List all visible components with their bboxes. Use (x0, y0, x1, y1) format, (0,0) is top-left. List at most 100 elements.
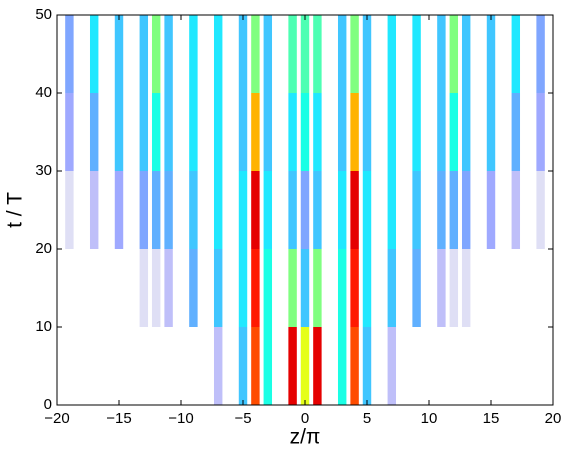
heat-cell (362, 15, 372, 93)
heat-cell (114, 15, 124, 93)
x-tick-label: −20 (44, 410, 69, 427)
heat-cell (362, 93, 372, 171)
heat-cell (115, 249, 123, 327)
heat-cell (140, 327, 148, 405)
heat-cell (449, 249, 459, 327)
heat-cell (288, 93, 297, 171)
heat-cell (337, 15, 347, 93)
heat-cell (164, 249, 173, 327)
heat-cell (238, 93, 248, 171)
y-axis-label: t / T (4, 192, 27, 228)
heat-cell (461, 15, 471, 93)
heat-cell (412, 15, 421, 93)
x-tick-label: 0 (301, 410, 309, 427)
heat-cell (139, 93, 149, 171)
heat-cell (114, 171, 124, 249)
heat-cell (437, 171, 446, 249)
heat-cell (65, 171, 74, 249)
heat-cell (263, 249, 273, 327)
heat-cell (164, 93, 173, 171)
heat-cell (350, 327, 359, 405)
heat-cell (189, 249, 198, 327)
heat-cell (512, 327, 520, 405)
heat-cell (511, 171, 521, 249)
heat-cell (65, 327, 73, 405)
heat-cell (313, 93, 322, 171)
heat-cell (350, 249, 359, 327)
heat-cell (151, 15, 161, 93)
y-tick-label: 30 (35, 162, 52, 179)
heat-cell (151, 93, 161, 171)
heat-cell (337, 327, 347, 405)
heat-cell (313, 327, 322, 405)
heat-cell (536, 249, 544, 327)
heat-cell (288, 249, 297, 327)
heat-cell (263, 93, 273, 171)
x-tick-label: 20 (545, 410, 562, 427)
heat-cell (189, 15, 198, 93)
heat-cell (65, 93, 74, 171)
heat-cell (90, 327, 98, 405)
heat-cell (213, 15, 223, 93)
x-axis-label: z/π (290, 426, 321, 449)
heat-cell (449, 15, 459, 93)
heat-cell (164, 171, 173, 249)
heat-cell (462, 327, 470, 405)
heat-cell (300, 327, 310, 405)
heat-cell (387, 93, 397, 171)
heat-cell (536, 15, 545, 93)
heat-cell (251, 93, 260, 171)
heat-cell (300, 93, 310, 171)
heat-cell (213, 171, 223, 249)
heat-cell (189, 171, 198, 249)
heat-cell (300, 249, 310, 327)
y-tick-label: 50 (35, 6, 52, 23)
heat-cell (151, 171, 161, 249)
y-tick-label: 20 (35, 240, 52, 257)
heat-cell (412, 93, 421, 171)
heat-cell (437, 327, 445, 405)
heat-cell (487, 327, 495, 405)
heat-cell (511, 15, 521, 93)
heat-cell (437, 93, 446, 171)
heat-cell (362, 327, 372, 405)
heat-cell (536, 93, 545, 171)
heat-cell (139, 171, 149, 249)
heat-cell (461, 249, 471, 327)
x-tick-label: −5 (234, 410, 251, 427)
x-tick-label: 5 (363, 410, 371, 427)
heat-cell (412, 171, 421, 249)
heat-cell (263, 15, 273, 93)
heat-cell (362, 249, 372, 327)
heat-cell (313, 15, 322, 93)
heat-cell (350, 93, 359, 171)
heat-cell (189, 93, 198, 171)
heat-cell (288, 327, 297, 405)
heat-cell (387, 15, 397, 93)
heat-cell (189, 327, 197, 405)
heat-cell (151, 249, 161, 327)
heat-cell (387, 327, 397, 405)
heat-cell (449, 93, 459, 171)
heat-cell (486, 171, 496, 249)
heat-cell (450, 327, 458, 405)
heat-cell (238, 171, 248, 249)
heat-cell (487, 249, 495, 327)
heat-cell (300, 15, 310, 93)
heat-cell (412, 249, 421, 327)
x-tick-label: −10 (168, 410, 193, 427)
heat-cell (350, 15, 359, 93)
heat-cell (213, 327, 223, 405)
heat-cell (288, 171, 297, 249)
heat-cell (164, 327, 172, 405)
heat-cell (387, 171, 397, 249)
heat-cell (263, 327, 273, 405)
heat-cell (362, 171, 372, 249)
heat-cell (512, 249, 520, 327)
heat-cell (449, 171, 459, 249)
heat-cell (511, 93, 521, 171)
heat-cell (238, 249, 248, 327)
x-tick-label: −15 (106, 410, 131, 427)
heat-cell (114, 93, 124, 171)
heat-cell (486, 15, 496, 93)
